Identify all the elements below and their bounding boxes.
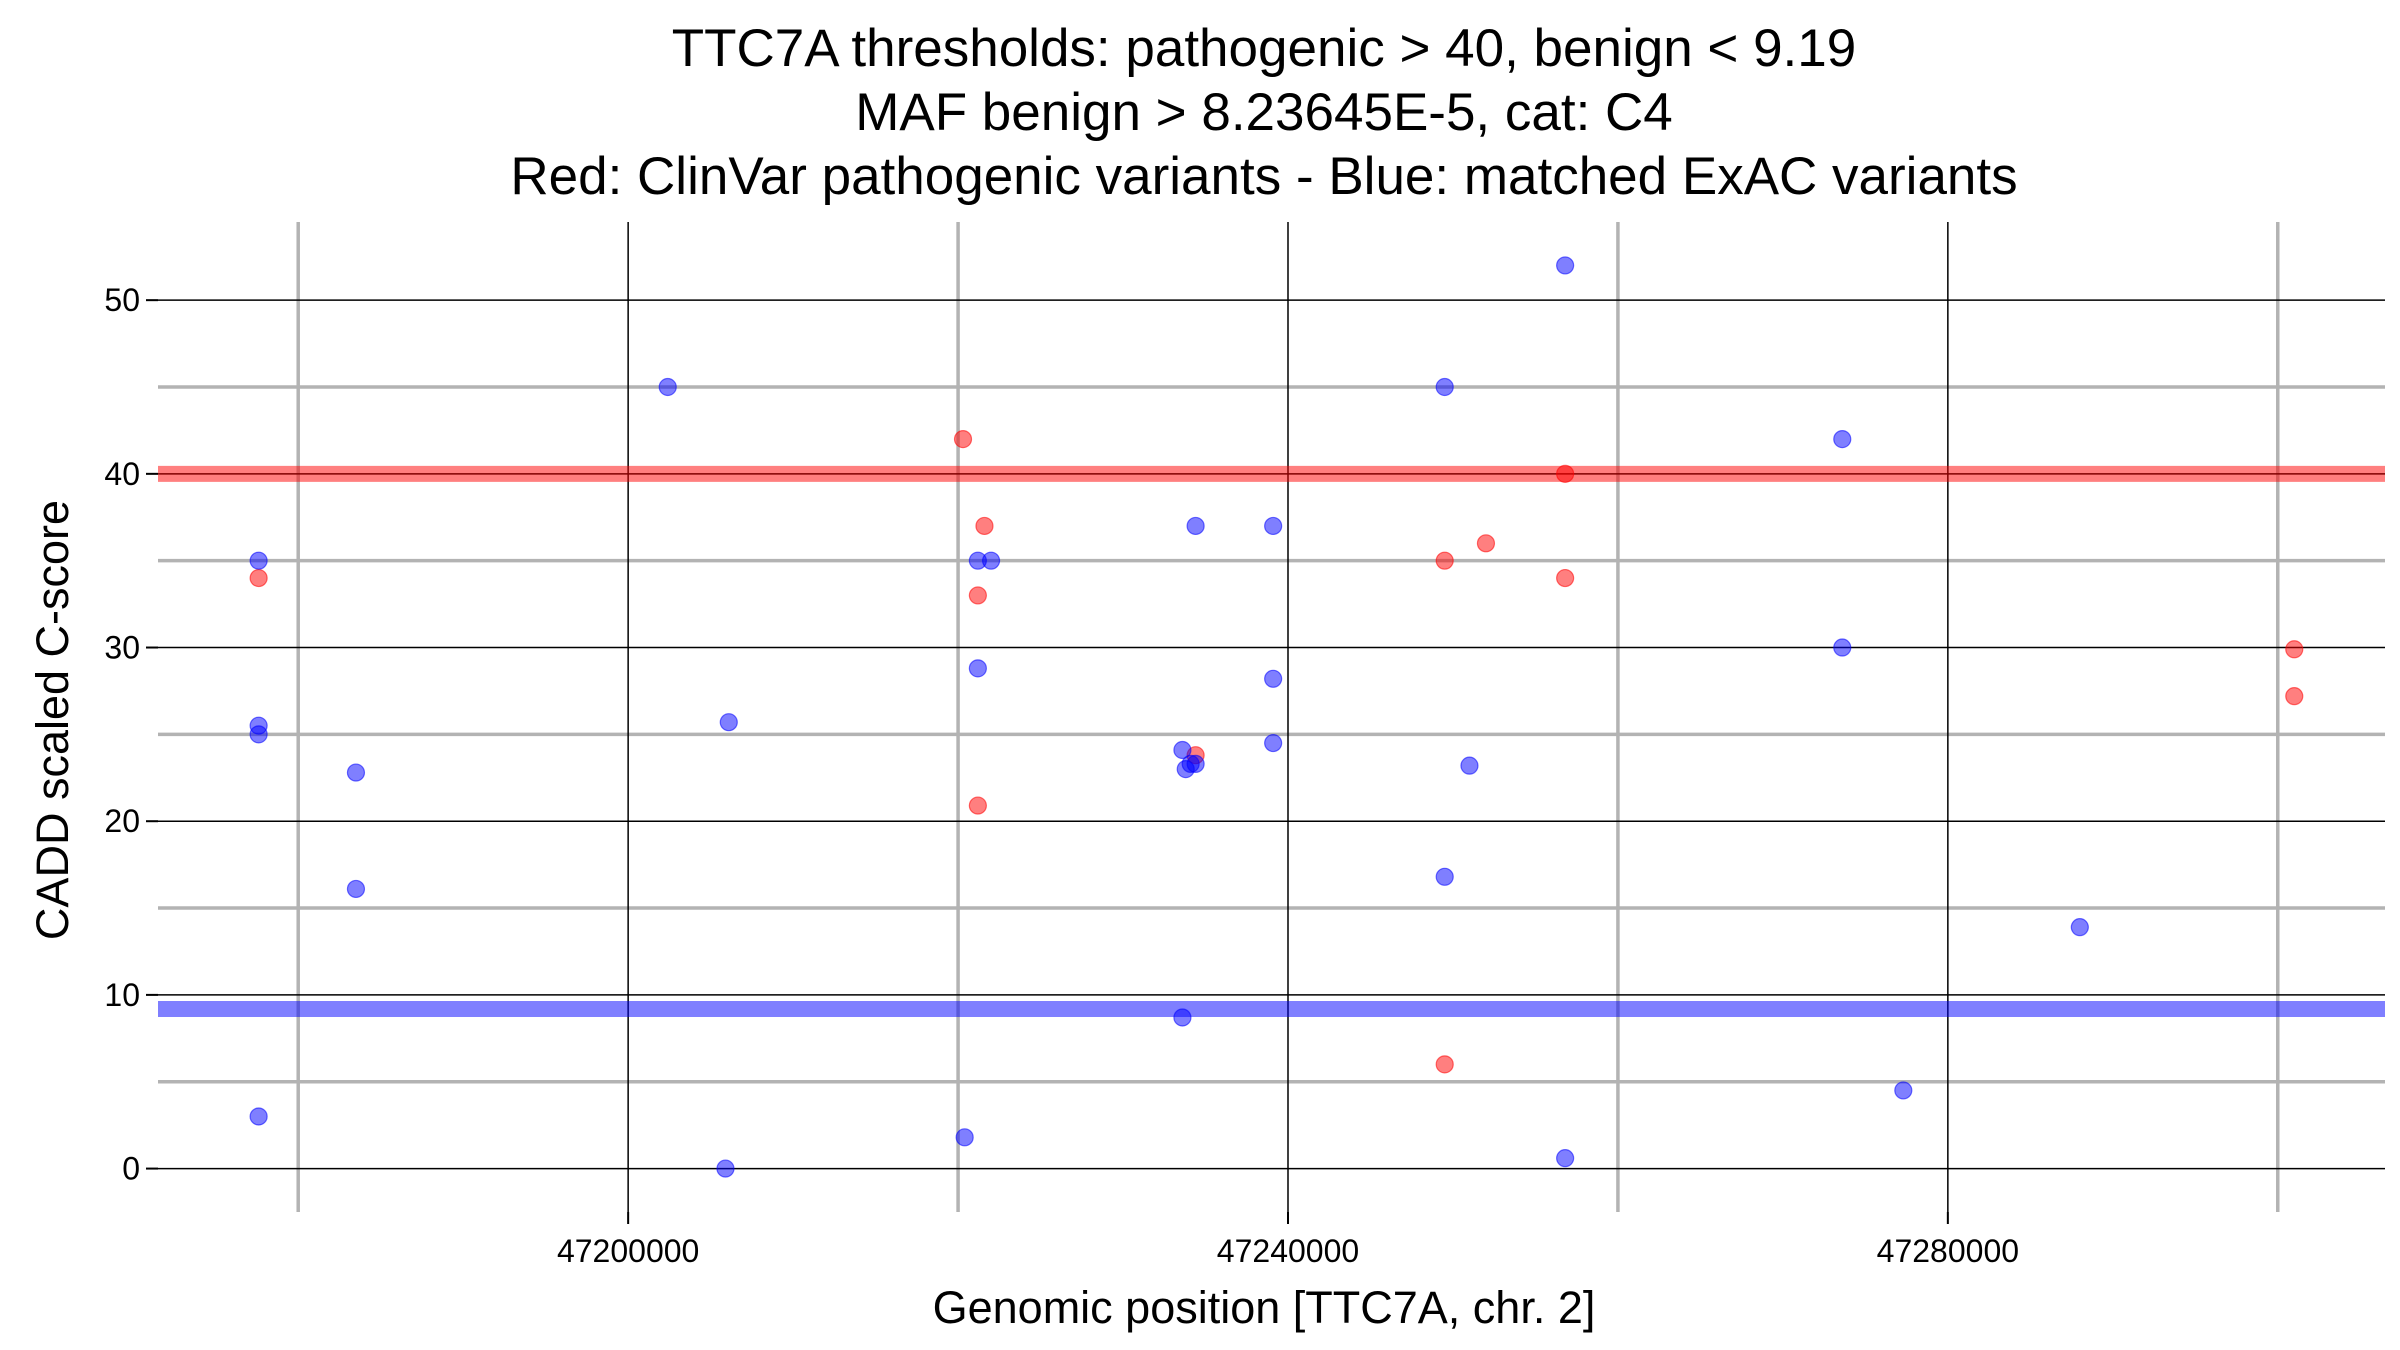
data-point xyxy=(1435,867,1454,886)
data-point xyxy=(955,1128,974,1147)
chart-title-line-2: MAF benign > 8.23645E-5, cat: C4 xyxy=(855,83,1673,142)
y-axis-title: CADD scaled C-score xyxy=(27,500,78,940)
data-point xyxy=(346,879,366,899)
data-point xyxy=(2285,687,2304,706)
data-point xyxy=(968,659,987,678)
minor-gridlines xyxy=(158,222,2385,1212)
data-point xyxy=(981,551,1001,570)
data-points xyxy=(249,256,2304,1178)
y-axis-ticks: 0 10 20 30 40 50 xyxy=(104,282,158,1187)
data-point xyxy=(1173,1008,1192,1027)
x-axis-ticks: 47200000 47240000 47280000 xyxy=(557,1212,2019,1269)
y-tick-label: 40 xyxy=(104,456,140,492)
data-point xyxy=(1186,516,1205,536)
data-point xyxy=(1556,1149,1575,1168)
x-tick-label: 47240000 xyxy=(1217,1233,1359,1269)
y-tick-label: 30 xyxy=(104,630,140,666)
threshold-lines xyxy=(158,465,2385,1017)
data-point xyxy=(1264,733,1283,753)
data-point xyxy=(719,713,738,732)
x-tick-label: 47280000 xyxy=(1877,1233,2019,1269)
data-point xyxy=(1435,377,1454,397)
data-point xyxy=(658,377,677,397)
data-point xyxy=(953,430,973,449)
data-point xyxy=(346,763,366,782)
y-tick-label: 50 xyxy=(104,282,140,318)
data-point xyxy=(716,1159,735,1178)
x-tick-label: 47200000 xyxy=(557,1233,699,1269)
data-point xyxy=(2070,918,2089,937)
data-point xyxy=(249,568,268,588)
data-point xyxy=(1435,551,1454,570)
data-point xyxy=(1833,430,1852,449)
data-point xyxy=(249,551,268,570)
y-tick-label: 0 xyxy=(122,1151,140,1187)
data-point xyxy=(1556,256,1575,275)
data-point xyxy=(1476,534,1496,553)
data-point xyxy=(249,1107,268,1126)
data-point xyxy=(1173,740,1192,760)
y-tick-label: 20 xyxy=(104,803,140,839)
data-point xyxy=(1556,568,1575,588)
data-point xyxy=(2285,640,2304,659)
x-axis-title: Genomic position [TTC7A, chr. 2] xyxy=(933,1282,1596,1333)
chart-title-line-1: TTC7A thresholds: pathogenic > 40, benig… xyxy=(672,19,1856,78)
data-point xyxy=(1264,516,1283,536)
data-point xyxy=(1435,1055,1454,1074)
data-point xyxy=(1833,638,1852,657)
y-tick-label: 10 xyxy=(104,977,140,1013)
data-point xyxy=(1460,756,1479,775)
major-gridlines xyxy=(158,222,2385,1212)
data-point xyxy=(1556,464,1575,483)
data-point xyxy=(968,586,987,605)
data-point xyxy=(1894,1081,1913,1100)
data-point xyxy=(1186,754,1205,773)
data-point xyxy=(249,725,268,744)
chart-title-line-3: Red: ClinVar pathogenic variants - Blue:… xyxy=(510,147,2017,206)
data-point xyxy=(968,796,987,815)
data-point xyxy=(975,516,994,536)
data-point xyxy=(1264,669,1283,688)
